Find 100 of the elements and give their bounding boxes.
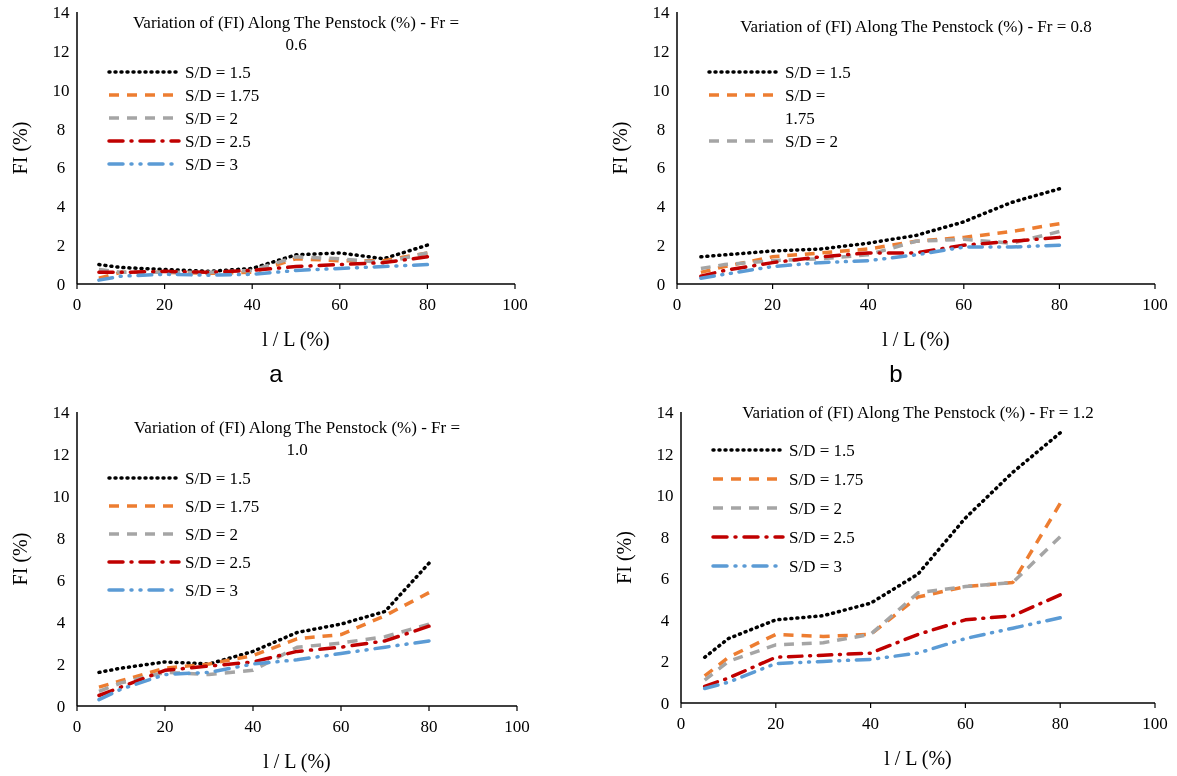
legend-label: S/D = 2.5: [185, 552, 251, 572]
y-tick-label: 6: [56, 158, 66, 178]
x-tick-label: 40: [243, 295, 261, 314]
y-tick-label: 6: [56, 570, 66, 590]
x-tick-label: 40: [244, 717, 262, 736]
legend-label: S/D = 2: [785, 131, 839, 151]
y-tick-label: 12: [656, 444, 674, 464]
x-tick-label: 100: [502, 295, 528, 314]
y-tick-label: 2: [56, 654, 66, 674]
legend-label: S/D = 1.75: [789, 469, 864, 489]
x-tick-label: 60: [956, 714, 974, 733]
y-tick-label: 8: [56, 119, 66, 139]
y-tick-label: 0: [660, 693, 670, 713]
y-tick-label: 4: [56, 612, 66, 632]
y-tick-label: 4: [656, 197, 666, 217]
x-tick-label: 20: [156, 717, 174, 736]
y-tick-label: 2: [656, 236, 666, 256]
legend-label: S/D = 1.75: [185, 85, 260, 105]
line-series: [702, 534, 1062, 682]
line-series: [97, 639, 431, 702]
y-tick-label: 14: [52, 2, 70, 22]
legend-label: S/D = 2.5: [185, 131, 251, 151]
y-axis-title: FI (%): [609, 121, 632, 175]
y-tick-label: 0: [656, 274, 666, 294]
legend-label: S/D = 2.5: [789, 527, 855, 547]
y-tick-label: 14: [656, 402, 674, 422]
chart-title: Variation of (FI) Along The Penstock (%) - Fr = 0.8: [740, 17, 1092, 36]
legend-label: S/D = 2: [185, 108, 239, 128]
y-axis-title: FI (%): [9, 532, 32, 586]
y-tick-label: 6: [656, 158, 666, 178]
x-tick-label: 100: [504, 717, 530, 736]
text: Variation of (FI) Along The Penstock (%) - Fr = 1.0: [133, 418, 461, 459]
legend-label: S/D = 1.5: [789, 440, 855, 460]
legend-label: S/D = 1.75: [185, 496, 260, 516]
y-tick-label: 10: [52, 486, 70, 506]
x-tick-label: 100: [1142, 295, 1168, 314]
x-tick-label: 20: [767, 714, 785, 733]
y-axis-title: FI (%): [9, 121, 32, 175]
y-tick-label: 10: [52, 80, 70, 100]
x-tick-label: 0: [676, 714, 686, 733]
x-tick-label: 20: [764, 295, 782, 314]
line-series: [699, 243, 1062, 280]
y-tick-label: 2: [56, 236, 66, 256]
legend-label: S/D = 1.75: [785, 85, 826, 128]
y-tick-label: 12: [652, 41, 670, 61]
legend-label: S/D = 2: [789, 498, 843, 518]
x-tick-label: 60: [332, 717, 350, 736]
text: Variation of (FI) Along The Penstock (%) - Fr = 0.6: [132, 13, 460, 54]
x-tick-label: 0: [72, 717, 82, 736]
y-tick-label: 2: [660, 652, 670, 672]
line-series: [97, 243, 430, 274]
y-tick-label: 8: [56, 528, 66, 548]
legend-label: S/D = 3: [789, 556, 843, 576]
text: a: [269, 360, 284, 387]
legend-label: S/D = 3: [185, 580, 239, 600]
legend-label: S/D = 1.5: [185, 62, 251, 82]
line-series: [702, 501, 1062, 678]
y-tick-label: 10: [652, 80, 670, 100]
y-tick-label: 8: [656, 119, 666, 139]
x-tick-label: 100: [1142, 714, 1168, 733]
y-axis-title: FI (%): [613, 531, 636, 584]
y-tick-label: 0: [56, 274, 66, 294]
y-tick-label: 0: [56, 696, 66, 716]
line-series: [699, 187, 1062, 259]
y-tick-label: 4: [56, 197, 66, 217]
x-tick-label: 0: [72, 295, 82, 314]
x-axis-title: l / L (%): [884, 747, 952, 770]
line-series: [699, 229, 1062, 271]
x-tick-label: 60: [331, 295, 349, 314]
x-axis-title: l / L (%): [262, 328, 330, 351]
y-tick-label: 6: [660, 569, 670, 589]
y-tick-label: 4: [660, 610, 670, 630]
y-tick-label: 14: [52, 402, 70, 422]
y-tick-label: 10: [656, 486, 674, 506]
legend-label: S/D = 1.5: [185, 468, 251, 488]
y-tick-label: 14: [652, 2, 670, 22]
legend-label: S/D = 2: [185, 524, 239, 544]
x-tick-label: 60: [955, 295, 973, 314]
x-tick-label: 80: [420, 717, 438, 736]
x-tick-label: 80: [418, 295, 436, 314]
line-series: [699, 235, 1062, 278]
line-series: [699, 222, 1062, 275]
y-tick-label: 8: [660, 527, 670, 547]
legend-label: S/D = 1.5: [785, 62, 851, 82]
line-series: [702, 431, 1062, 660]
x-tick-label: 40: [862, 714, 880, 733]
chart-title: Variation of (FI) Along The Penstock (%) - Fr = 1.2: [742, 403, 1094, 422]
x-axis-title: l / L (%): [882, 328, 950, 351]
line-series: [97, 262, 430, 282]
legend-label: S/D = 3: [185, 154, 239, 174]
x-tick-label: 20: [156, 295, 174, 314]
x-tick-label: 80: [1051, 714, 1069, 733]
text: b: [889, 360, 903, 387]
y-tick-label: 12: [52, 444, 70, 464]
line-series: [702, 593, 1062, 689]
x-tick-label: 40: [859, 295, 877, 314]
x-axis-title: l / L (%): [263, 750, 331, 773]
line-series: [702, 616, 1062, 691]
x-tick-label: 80: [1050, 295, 1068, 314]
y-tick-label: 12: [52, 41, 70, 61]
